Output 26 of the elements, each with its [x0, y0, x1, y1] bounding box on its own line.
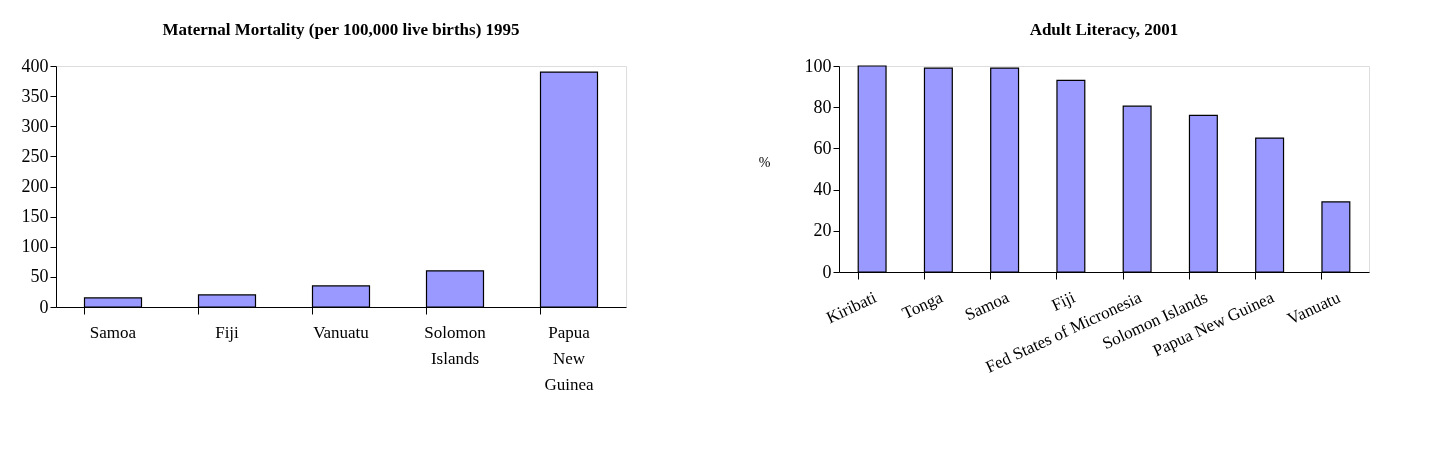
y-tick-label: 300: [21, 115, 49, 136]
y-tick-label: 150: [21, 206, 49, 227]
y-tick-label: 20: [813, 220, 832, 241]
y-tick-label: 400: [21, 55, 49, 76]
y-tick-label: 60: [813, 137, 832, 158]
x-tick-label: Fiji: [215, 322, 240, 342]
x-tick-label: Solomon Islands: [424, 322, 487, 368]
y-axis-title: %: [758, 154, 771, 170]
y-tick-label: 0: [39, 296, 49, 317]
chart-title: Adult Literacy, 2001: [1029, 20, 1179, 39]
y-tick-label: 350: [21, 85, 49, 106]
y-tick-label: 100: [21, 236, 49, 257]
x-tick-label: Samoa: [961, 287, 1013, 325]
y-tick-label: 40: [813, 179, 832, 200]
y-tick-label: 200: [21, 176, 49, 196]
x-tick-label: Vanuatu: [313, 322, 370, 342]
y-tick-label: 0: [822, 261, 832, 282]
x-tick-label: Vanuatu: [1284, 287, 1344, 329]
x-tick-label: Papua New Guinea: [544, 322, 594, 394]
x-tick-label: Tonga: [899, 287, 946, 323]
y-tick-label: 80: [813, 96, 832, 117]
y-tick-label: 100: [804, 55, 832, 76]
y-tick-label: 250: [21, 145, 49, 166]
chart-title: Maternal Mortality (per 100,000 live births) 1995: [162, 20, 520, 39]
y-tick-label: 50: [30, 266, 49, 287]
x-tick-label: Samoa: [89, 322, 137, 342]
